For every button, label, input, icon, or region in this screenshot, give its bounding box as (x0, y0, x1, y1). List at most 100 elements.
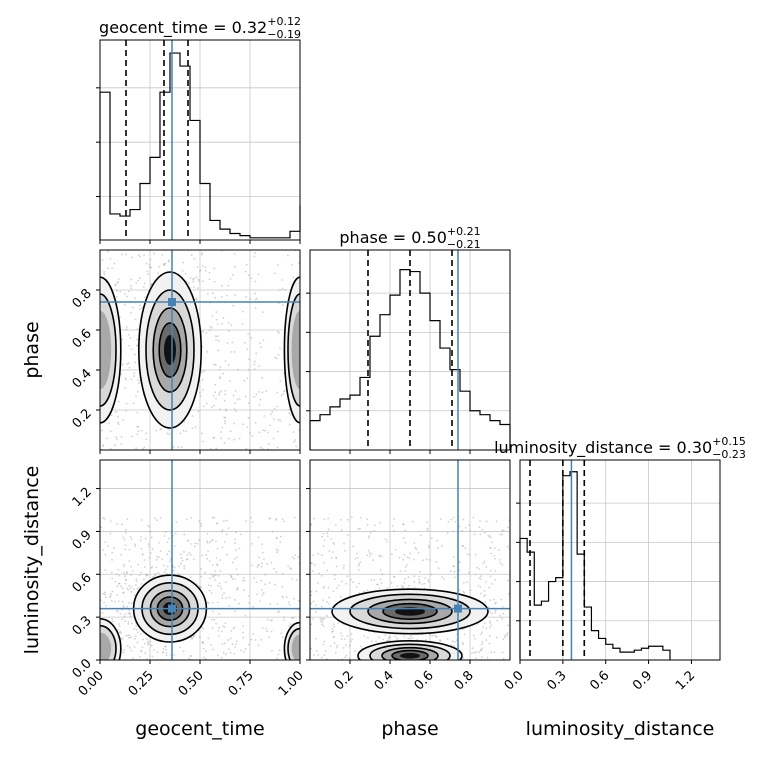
sample-point (94, 469, 96, 471)
sample-point (284, 670, 286, 672)
sample-point (211, 314, 214, 317)
title-plus: +0.12 (267, 15, 301, 28)
sample-point (310, 590, 313, 593)
sample-point (217, 584, 219, 587)
sample-point (238, 602, 241, 605)
sample-point (214, 296, 217, 299)
sample-point (396, 666, 398, 668)
sample-point (150, 283, 152, 286)
sample-point (350, 578, 352, 581)
sample-point (218, 391, 221, 394)
sample-point (323, 617, 326, 620)
title-plus: +0.15 (712, 435, 746, 448)
sample-point (245, 296, 248, 298)
sample-point (489, 610, 491, 613)
sample-point (329, 645, 332, 648)
sample-point (344, 638, 346, 641)
sample-point (130, 622, 133, 625)
sample-point (163, 263, 165, 265)
sample-point (169, 667, 171, 669)
sample-point (164, 645, 167, 648)
sample-point (253, 363, 256, 366)
sample-point (94, 613, 96, 615)
sample-point (277, 610, 280, 613)
sample-point (222, 625, 224, 628)
density-level (100, 632, 112, 660)
sample-point (268, 517, 270, 520)
sample-point (339, 518, 342, 521)
sample-point (113, 262, 116, 265)
sample-point (120, 443, 123, 446)
sample-point (145, 438, 148, 441)
sample-point (267, 442, 270, 445)
sample-point (202, 388, 204, 391)
sample-point (130, 565, 132, 568)
sample-point (446, 687, 448, 689)
sample-point (97, 340, 99, 342)
sample-point (72, 635, 74, 637)
sample-point (396, 585, 399, 587)
sample-point (291, 556, 294, 559)
sample-point (231, 341, 234, 344)
sample-point (185, 430, 188, 433)
y-tick-label: 0.3 (70, 613, 95, 638)
title-prefix: luminosity_distance = (494, 438, 676, 458)
sample-point (310, 602, 313, 605)
sample-point (124, 620, 126, 623)
sample-point (183, 550, 185, 553)
sample-point (305, 318, 307, 320)
sample-point (127, 333, 130, 336)
sample-point (266, 618, 269, 621)
sample-point (228, 605, 231, 607)
sample-point (134, 583, 137, 586)
sample-point (206, 541, 209, 544)
sample-point (177, 573, 180, 576)
sample-point (96, 651, 98, 653)
sample-point (358, 664, 360, 666)
sample-point (333, 543, 336, 546)
sample-point (251, 434, 254, 437)
sample-point (264, 583, 266, 586)
density-level (100, 310, 112, 390)
sample-point (130, 278, 133, 281)
sample-point (403, 582, 406, 584)
sample-point (223, 626, 226, 629)
sample-point (252, 605, 254, 608)
sample-point (111, 558, 113, 561)
sample-point (469, 589, 472, 592)
sample-point (341, 634, 344, 637)
sample-point (127, 612, 130, 614)
sample-point (128, 609, 131, 612)
sample-point (432, 662, 434, 664)
histogram-step (99, 52, 301, 240)
sample-point (227, 639, 229, 641)
sample-point (485, 520, 488, 523)
sample-point (378, 587, 381, 590)
sample-point (168, 550, 170, 553)
sample-point (71, 274, 73, 276)
sample-point (231, 273, 234, 276)
sample-point (216, 563, 218, 566)
sample-point (215, 318, 218, 321)
sample-point (126, 587, 129, 590)
sample-point (257, 564, 260, 566)
sample-point (321, 535, 323, 538)
sample-point (90, 391, 92, 393)
sample-point (235, 640, 238, 643)
sample-point (92, 702, 94, 704)
sample-point (369, 531, 372, 534)
sample-point (403, 554, 406, 556)
sample-point (435, 561, 438, 563)
sample-point (229, 430, 232, 433)
sample-point (189, 654, 192, 657)
sample-point (110, 571, 113, 574)
sample-point (109, 596, 111, 599)
sample-point (193, 257, 196, 260)
sample-point (276, 430, 279, 433)
sample-point (107, 267, 110, 270)
sample-point (513, 605, 515, 607)
sample-point (381, 573, 384, 575)
sample-point (358, 568, 360, 571)
sample-point (122, 606, 125, 609)
sample-point (205, 662, 207, 664)
